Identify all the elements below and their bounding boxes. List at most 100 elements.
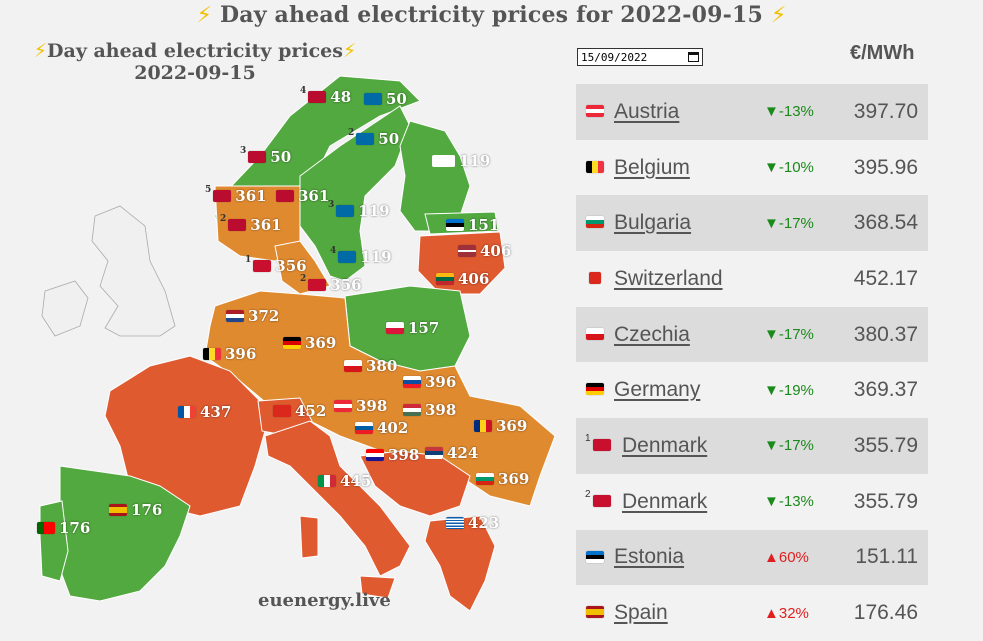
- country-link-belgium[interactable]: Belgium: [614, 155, 690, 179]
- table-row: Estonia ▲60% 151.11: [576, 529, 928, 586]
- denmark-flag-icon: [593, 439, 611, 452]
- price-value: 355.79: [853, 489, 918, 513]
- page-title: ⚡ Day ahead electricity prices for 2022-…: [0, 2, 983, 28]
- czechia-flag-icon: [344, 360, 362, 372]
- price-value: 368.54: [853, 211, 918, 235]
- map-region-sweden: [299, 105, 411, 282]
- country-link-denmark-2[interactable]: Denmark: [622, 489, 708, 513]
- norway-flag-icon: [228, 219, 247, 231]
- country-link-switzerland[interactable]: Switzerland: [614, 266, 723, 290]
- germany-flag-icon: [283, 337, 301, 349]
- zone-number: 2: [585, 488, 591, 500]
- date-picker-value: 15/09/2022: [581, 50, 648, 64]
- map-label-belgium: 396: [203, 345, 256, 363]
- lightning-icon: ⚡: [33, 40, 48, 62]
- price-change: ▼-17%: [764, 214, 814, 232]
- price-change: ▼-13%: [764, 103, 814, 121]
- map-label-croatia: 398: [366, 446, 419, 464]
- country-link-spain[interactable]: Spain: [614, 601, 668, 625]
- table-row: Germany ▼-19% 369.37: [576, 362, 928, 418]
- map-label-serbia: 424: [425, 444, 478, 462]
- page-title-text: Day ahead electricity prices for 2022-09…: [219, 2, 763, 28]
- table-row: Czechia ▼-17% 380.37: [576, 306, 928, 363]
- norway-flag-icon: [308, 91, 327, 103]
- map-label-portugal: 176: [37, 519, 90, 537]
- map-label-switzerland: 452: [273, 402, 326, 420]
- belgium-flag-icon: [586, 160, 604, 173]
- norway-flag-icon: [213, 190, 232, 202]
- table-row: Belgium ▼-10% 395.96: [576, 140, 928, 196]
- map-title-line2: 2022-09-15: [134, 62, 256, 84]
- table-row: Austria ▼-13% 397.70: [576, 84, 928, 140]
- map-title-line1: Day ahead electricity prices: [47, 40, 343, 62]
- price-map: ⚡Day ahead electricity prices⚡ 2022-09-1…: [0, 36, 570, 633]
- unit-header: €/MWh: [850, 42, 915, 64]
- country-link-czechia[interactable]: Czechia: [614, 322, 690, 346]
- map-label-finland: 119: [432, 152, 490, 170]
- portugal-flag-icon: [37, 522, 55, 534]
- map-label-bulgaria: 369: [476, 470, 529, 488]
- lightning-icon: ⚡: [196, 3, 213, 28]
- map-label-estonia: 151: [446, 216, 499, 234]
- country-link-austria[interactable]: Austria: [614, 99, 680, 123]
- france-flag-icon: [178, 406, 196, 418]
- denmark-flag-icon: [593, 494, 611, 507]
- map-label-latvia: 406: [458, 242, 511, 260]
- map-region-sardinia: [299, 515, 319, 559]
- map-label-slovakia: 396: [403, 373, 456, 391]
- price-change: ▼-17%: [764, 326, 814, 344]
- country-link-estonia[interactable]: Estonia: [614, 545, 685, 569]
- estonia-flag-icon: [446, 219, 464, 231]
- map-label-norway-1: 361: [276, 187, 329, 205]
- serbia-flag-icon: [425, 447, 443, 459]
- map-label-france: 437: [178, 403, 231, 421]
- price-value: 397.70: [853, 99, 918, 123]
- map-label-lithuania: 406: [436, 270, 489, 288]
- croatia-flag-icon: [366, 449, 384, 461]
- map-label-norway-2: 2 361: [220, 214, 282, 234]
- map-label-netherlands: 372: [226, 307, 279, 325]
- map-region-france: [104, 355, 266, 517]
- map-label-italy: 445: [318, 472, 371, 490]
- price-value: 369.37: [853, 378, 918, 402]
- denmark-flag-icon: [308, 279, 327, 291]
- map-label-czechia: 380: [344, 357, 397, 375]
- austria-flag-icon: [586, 105, 604, 117]
- price-change: ▼-10%: [764, 159, 814, 177]
- belgium-flag-icon: [203, 348, 221, 360]
- map-region-balkans: [359, 450, 471, 517]
- price-change: ▼-19%: [764, 381, 814, 399]
- map-label-poland: 157: [386, 319, 439, 337]
- date-picker[interactable]: 15/09/2022: [577, 48, 703, 66]
- map-region-ireland: [41, 280, 89, 337]
- map-credit: euenergy.live: [258, 590, 391, 611]
- bulgaria-flag-icon: [476, 473, 494, 485]
- calendar-icon[interactable]: [688, 52, 699, 62]
- map-label-norway-4: 4 48: [300, 86, 352, 106]
- zone-number: 1: [585, 433, 591, 445]
- country-link-bulgaria[interactable]: Bulgaria: [614, 211, 692, 235]
- denmark-flag-icon: [253, 260, 272, 272]
- country-link-denmark-1[interactable]: Denmark: [622, 433, 708, 457]
- price-table: Austria ▼-13% 397.70 Belgium ▼-10% 395.9…: [576, 84, 928, 641]
- sweden-flag-icon: [336, 205, 355, 217]
- bulgaria-flag-icon: [586, 216, 604, 229]
- price-value: 176.46: [853, 601, 918, 625]
- map-region-greece: [424, 515, 496, 612]
- table-row: Switzerland 452.17: [576, 251, 928, 307]
- map-region-uk: [91, 205, 176, 337]
- price-value: 395.96: [853, 155, 918, 179]
- map-label-sweden-4: 4 119: [330, 246, 392, 266]
- latvia-flag-icon: [458, 245, 476, 257]
- price-value: 380.37: [853, 322, 918, 346]
- price-change: ▼-13%: [764, 493, 814, 511]
- table-row: Spain ▲32% 176.46: [576, 585, 928, 641]
- country-link-germany[interactable]: Germany: [614, 378, 701, 402]
- poland-flag-icon: [386, 322, 404, 334]
- map-label-sweden-3: 3 119: [328, 200, 390, 220]
- estonia-flag-icon: [586, 550, 604, 563]
- price-change: ▲32%: [764, 604, 809, 622]
- map-label-greece: 423: [446, 514, 499, 532]
- switzerland-flag-icon: [589, 272, 601, 285]
- price-change: ▼-17%: [764, 437, 814, 455]
